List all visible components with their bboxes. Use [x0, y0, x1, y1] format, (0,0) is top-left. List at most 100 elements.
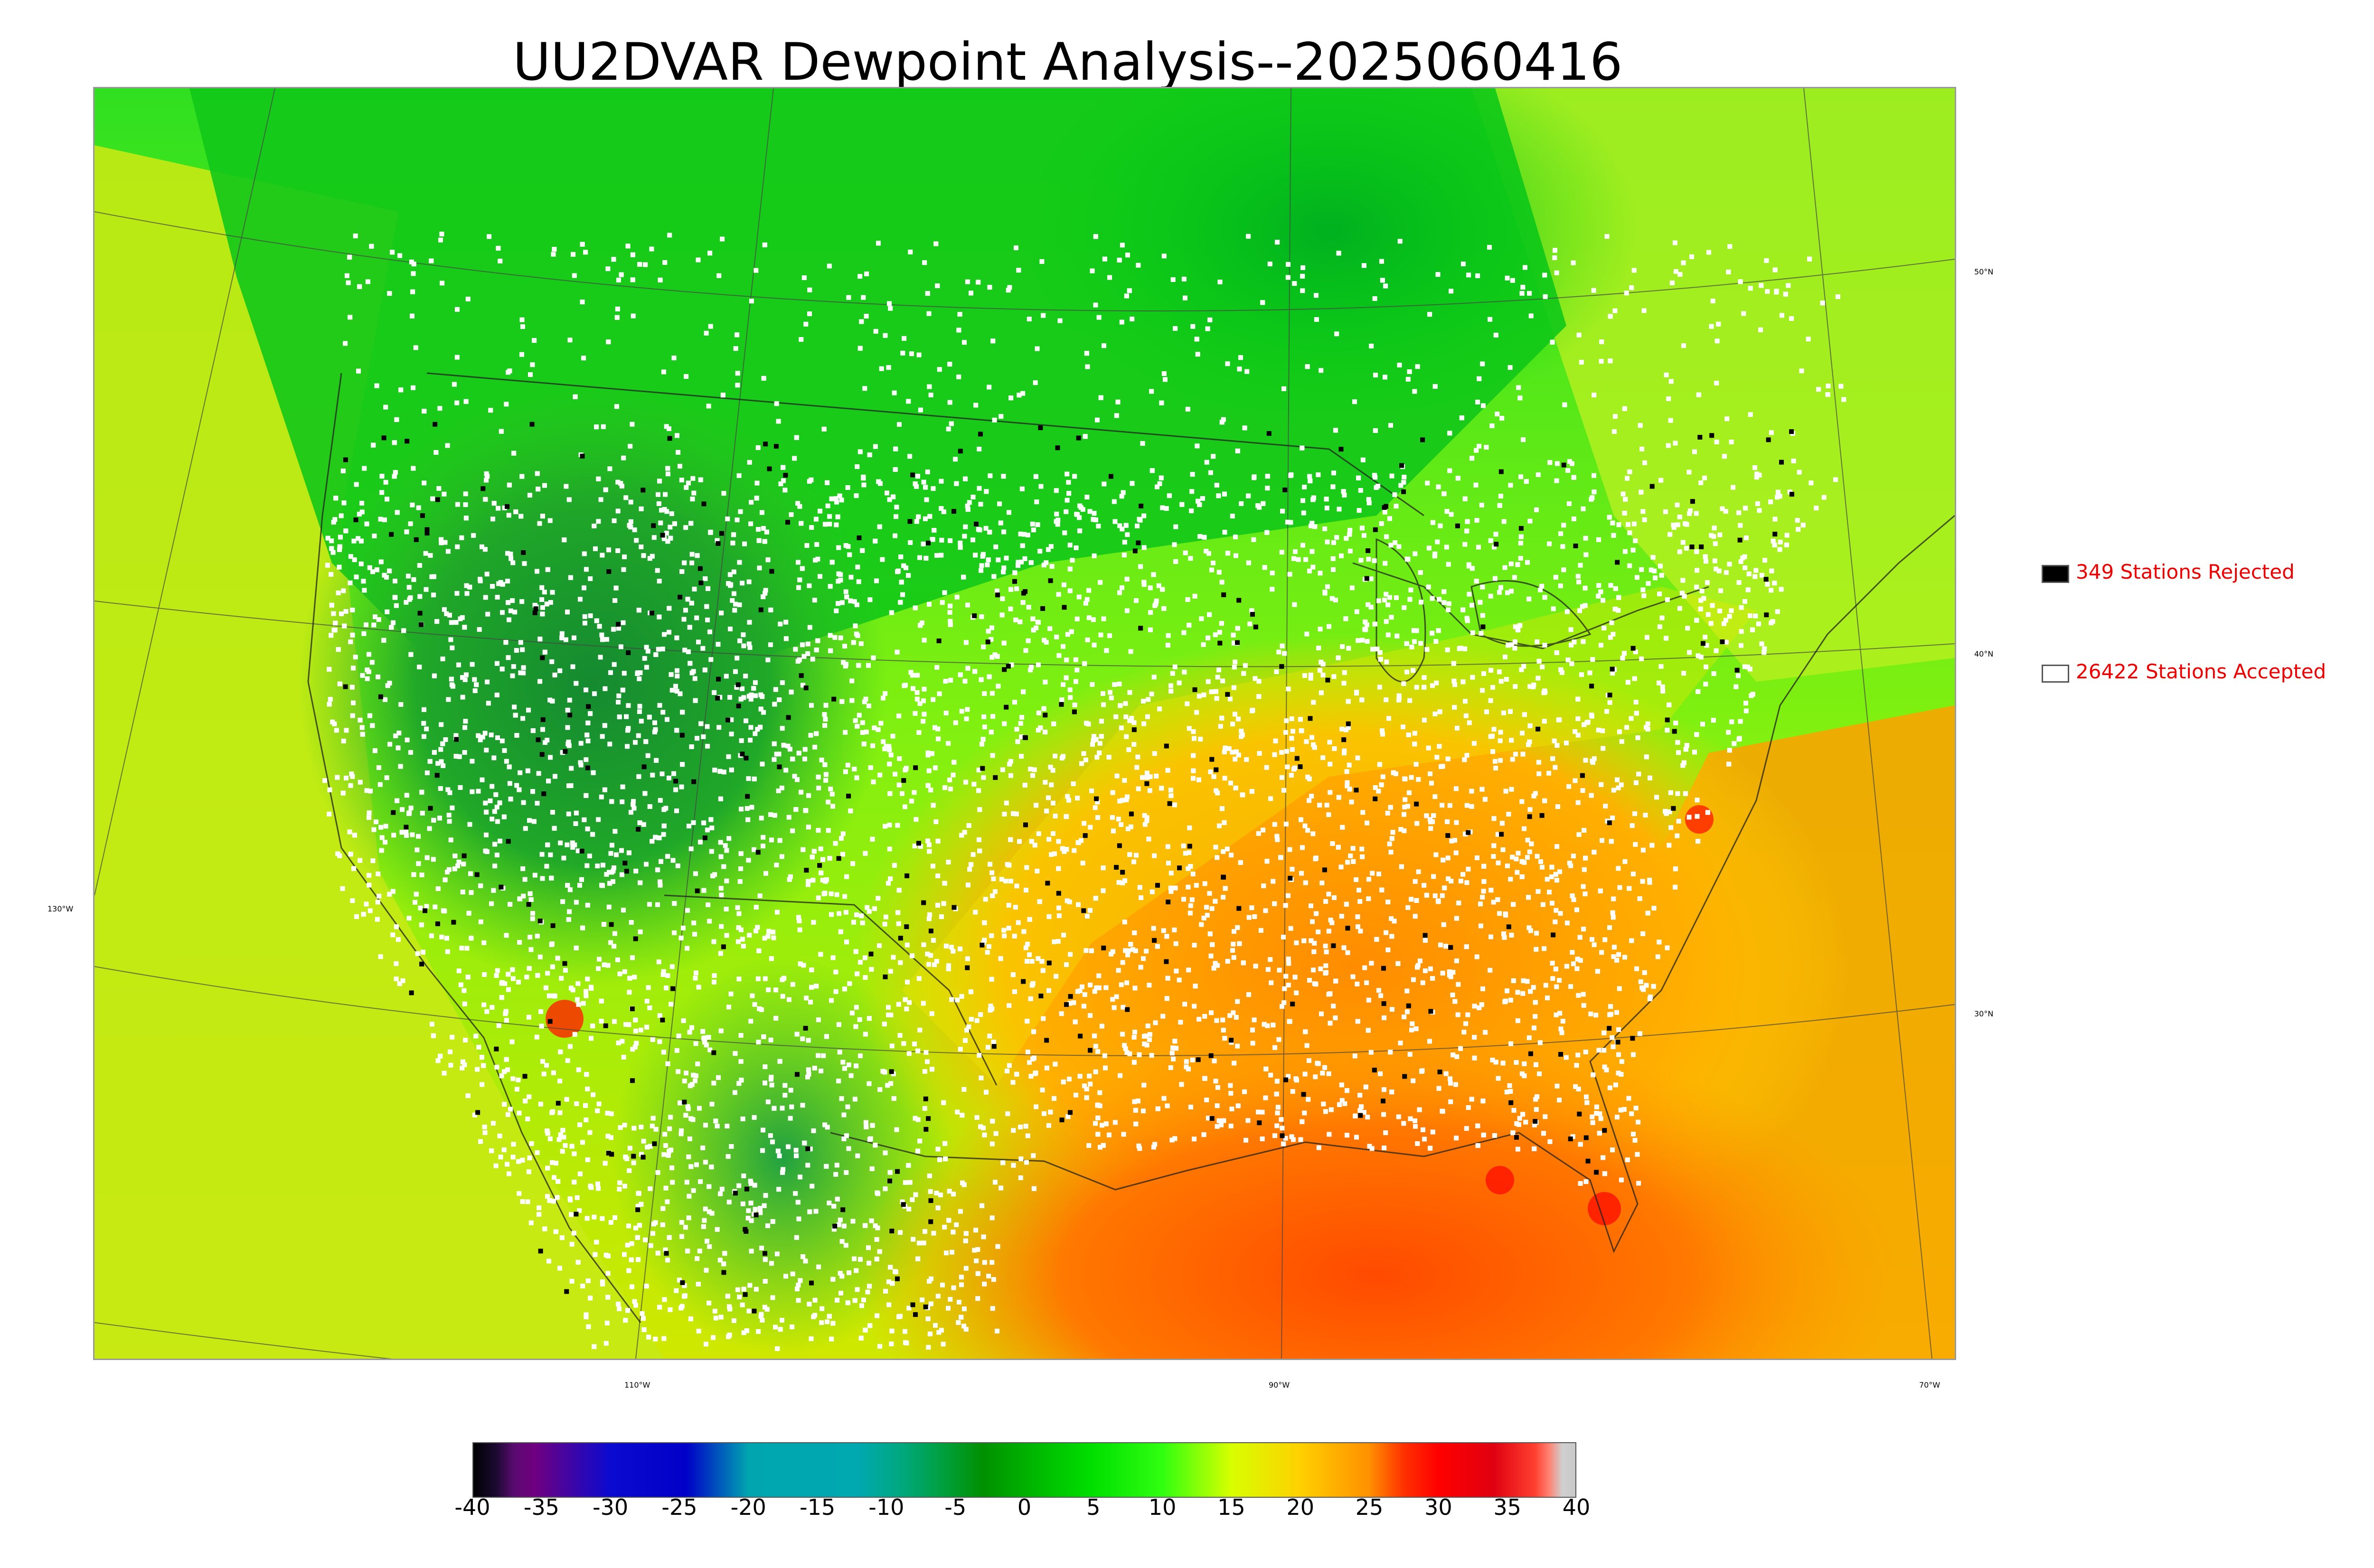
- accepted-station-marker: [1077, 515, 1082, 520]
- accepted-station-marker: [768, 642, 773, 648]
- accepted-station-marker: [1350, 846, 1356, 851]
- accepted-station-marker: [1521, 437, 1526, 442]
- accepted-station-marker: [1724, 570, 1729, 575]
- accepted-station-marker: [1133, 948, 1138, 953]
- accepted-station-marker: [483, 595, 488, 600]
- accepted-station-marker: [947, 777, 952, 782]
- accepted-station-marker: [763, 588, 768, 593]
- accepted-station-marker: [507, 617, 511, 622]
- accepted-station-marker: [359, 725, 365, 730]
- accepted-station-marker: [1064, 962, 1069, 967]
- accepted-station-marker: [939, 479, 944, 484]
- accepted-station-marker: [584, 687, 588, 693]
- accepted-station-marker: [691, 490, 697, 496]
- accepted-station-marker: [843, 910, 848, 915]
- accepted-station-marker: [1640, 587, 1646, 592]
- accepted-station-marker: [707, 1209, 712, 1214]
- accepted-station-marker: [1640, 847, 1646, 853]
- accepted-station-marker: [632, 975, 637, 980]
- accepted-station-marker: [1189, 897, 1195, 902]
- accepted-station-marker: [1333, 428, 1338, 433]
- accepted-station-marker: [584, 989, 588, 994]
- accepted-station-marker: [1434, 680, 1439, 685]
- accepted-station-marker: [1012, 989, 1017, 994]
- accepted-station-marker: [1280, 508, 1285, 514]
- accepted-station-marker: [837, 493, 842, 498]
- accepted-station-marker: [1454, 1054, 1460, 1059]
- accepted-station-marker: [1616, 785, 1621, 790]
- accepted-station-marker: [1514, 856, 1519, 862]
- accepted-station-marker: [845, 762, 850, 768]
- accepted-station-marker: [1599, 359, 1604, 364]
- accepted-station-marker: [1096, 524, 1101, 529]
- accepted-station-marker: [1120, 960, 1125, 965]
- accepted-station-marker: [1018, 721, 1023, 726]
- accepted-station-marker: [354, 914, 359, 919]
- accepted-station-marker: [460, 695, 465, 700]
- accepted-station-marker: [1772, 516, 1778, 522]
- accepted-station-marker: [805, 651, 810, 656]
- accepted-station-marker: [656, 959, 661, 965]
- accepted-station-marker: [674, 689, 679, 694]
- accepted-station-marker: [1571, 897, 1576, 902]
- accepted-station-marker: [1447, 972, 1452, 977]
- accepted-station-marker: [863, 1327, 868, 1333]
- accepted-station-marker: [1579, 360, 1584, 365]
- accepted-station-marker: [506, 370, 511, 375]
- accepted-station-marker: [356, 536, 361, 541]
- accepted-station-marker: [494, 853, 499, 858]
- accepted-station-marker: [578, 762, 584, 768]
- accepted-station-marker: [573, 821, 578, 826]
- accepted-station-marker: [396, 731, 402, 736]
- accepted-station-marker: [752, 1002, 757, 1007]
- accepted-station-marker: [1316, 646, 1321, 650]
- accepted-station-marker: [848, 1073, 854, 1078]
- accepted-station-marker: [790, 828, 795, 834]
- accepted-station-marker: [530, 728, 536, 733]
- accepted-station-marker: [812, 1313, 818, 1318]
- accepted-station-marker: [1065, 632, 1070, 637]
- accepted-station-marker: [619, 872, 624, 877]
- accepted-station-marker: [896, 1002, 901, 1007]
- accepted-station-marker: [741, 944, 746, 948]
- accepted-station-marker: [787, 877, 792, 882]
- accepted-station-marker: [653, 1336, 658, 1342]
- accepted-station-marker: [731, 1318, 736, 1323]
- accepted-station-marker: [453, 754, 459, 759]
- accepted-station-marker: [344, 776, 349, 780]
- accepted-station-marker: [1342, 751, 1347, 756]
- accepted-station-marker: [876, 896, 881, 901]
- accepted-station-marker: [1289, 1134, 1294, 1139]
- accepted-station-marker: [502, 1102, 507, 1107]
- accepted-station-marker: [1759, 573, 1764, 578]
- accepted-station-marker: [393, 733, 398, 739]
- accepted-station-marker: [808, 999, 813, 1005]
- accepted-station-marker: [484, 748, 489, 753]
- accepted-station-marker: [1526, 925, 1532, 930]
- accepted-station-marker: [487, 234, 492, 239]
- accepted-station-marker: [1531, 1025, 1536, 1031]
- accepted-station-marker: [1161, 928, 1166, 933]
- accepted-station-marker: [1777, 494, 1782, 499]
- accepted-station-marker: [527, 818, 532, 823]
- accepted-station-marker: [1671, 522, 1676, 527]
- accepted-station-marker: [1055, 939, 1061, 944]
- accepted-station-marker: [982, 938, 987, 943]
- accepted-station-marker: [510, 967, 515, 972]
- accepted-station-marker: [1450, 992, 1455, 997]
- accepted-station-marker: [468, 871, 473, 876]
- accepted-station-marker: [1147, 788, 1152, 793]
- accepted-station-marker: [1030, 773, 1035, 778]
- accepted-station-marker: [1498, 758, 1503, 763]
- accepted-station-marker: [1213, 845, 1218, 850]
- accepted-station-marker: [843, 730, 848, 735]
- accepted-station-marker: [663, 492, 668, 497]
- accepted-station-marker: [1251, 537, 1256, 542]
- accepted-station-marker: [1565, 657, 1571, 663]
- accepted-station-marker: [506, 513, 511, 518]
- accepted-station-marker: [993, 1131, 999, 1136]
- accepted-station-marker: [868, 765, 873, 770]
- accepted-station-marker: [596, 519, 601, 524]
- accepted-station-marker: [448, 1062, 453, 1068]
- accepted-station-marker: [827, 263, 832, 269]
